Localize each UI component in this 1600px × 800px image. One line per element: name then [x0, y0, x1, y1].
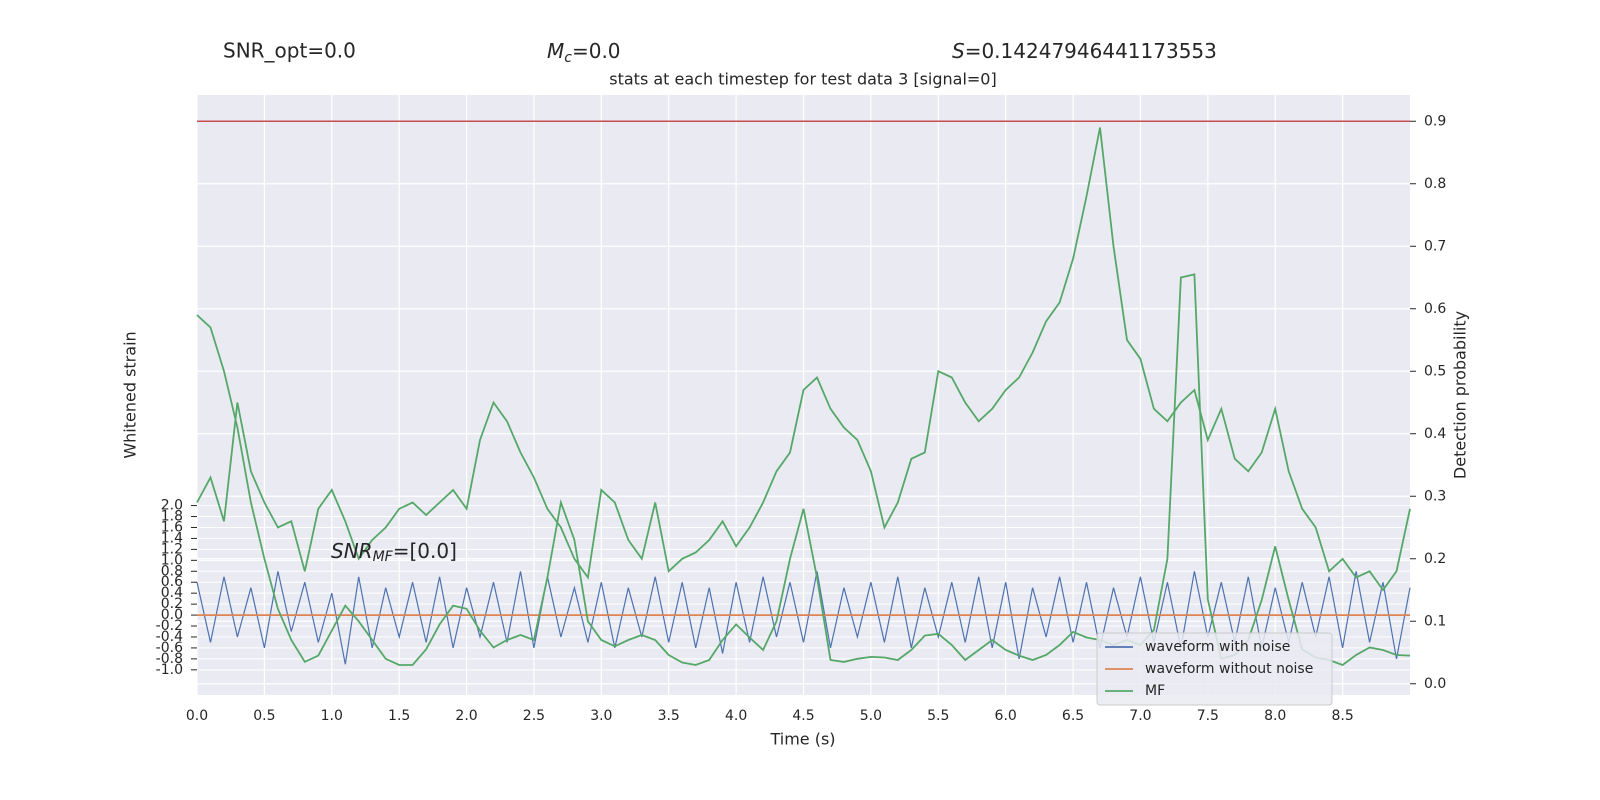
annotation-sub: MF — [373, 549, 394, 565]
y-tick-label: 1.8 — [161, 509, 183, 525]
series-line — [196, 273, 1411, 667]
annotation-text: =0.14247946441173553 — [965, 39, 1217, 63]
y-tick-label: 1.0 — [161, 552, 183, 568]
y-tick-label: 0.2 — [161, 596, 183, 612]
y-tick-label: 1.6 — [161, 519, 183, 535]
y2-tick-label: 0.8 — [1424, 176, 1446, 192]
annotation-symbol: S — [952, 39, 965, 63]
y-tick-label: -0.4 — [156, 629, 183, 645]
x-tick-label: 6.5 — [1062, 708, 1084, 724]
x-tick-label: 3.5 — [658, 708, 680, 724]
legend-box — [1096, 632, 1333, 706]
x-tick-label: 4.0 — [725, 708, 747, 724]
annotation-text: =0.0 — [572, 39, 621, 63]
legend: waveform with noise waveform without nois… — [1096, 632, 1333, 706]
y2-axis-label: Detection probability — [1451, 311, 1470, 479]
x-tick-label: 2.0 — [455, 708, 477, 724]
y2-tick-label: 0.9 — [1424, 113, 1446, 129]
y2-tick-label: 0.2 — [1424, 551, 1446, 567]
y-tick-label: -0.8 — [156, 651, 183, 667]
x-tick-label: 1.5 — [388, 708, 410, 724]
y-tick-label: 1.2 — [161, 541, 183, 557]
y-tick-label: -0.6 — [156, 640, 183, 656]
annotation-text: =[0.0] — [393, 539, 457, 563]
y-tick-label: -0.2 — [156, 618, 183, 634]
x-tick-label: 5.5 — [927, 708, 949, 724]
legend-label: waveform with noise — [1145, 639, 1290, 655]
annotation: SNR_opt=0.0 — [223, 39, 356, 63]
annotation: Mc=0.0 — [547, 39, 621, 67]
x-tick-label: 2.5 — [523, 708, 545, 724]
annotation-sub: c — [564, 50, 572, 66]
x-tick-label: 0.5 — [253, 708, 275, 724]
annotation: S=0.14247946441173553 — [952, 39, 1217, 63]
y2-tick-label: 0.1 — [1424, 613, 1446, 629]
x-tick-label: 1.0 — [321, 708, 343, 724]
y-tick-label: 2.0 — [161, 498, 183, 514]
series-line — [196, 127, 1411, 592]
y2-tick-label: 0.3 — [1424, 488, 1446, 504]
y-axis-label: Whitened strain — [121, 331, 140, 458]
x-tick-label: 6.0 — [995, 708, 1017, 724]
y-tick-label: 0.4 — [161, 585, 183, 601]
x-tick-label: 3.0 — [590, 708, 612, 724]
annotation-symbol: SNR — [331, 539, 373, 563]
x-tick-label: 4.5 — [792, 708, 814, 724]
x-tick-label: 8.5 — [1331, 708, 1353, 724]
annotation-symbol: M — [547, 39, 564, 63]
y-tick-label: -1.0 — [156, 662, 183, 678]
x-axis-label: Time (s) — [769, 730, 835, 749]
x-tick-label: 7.0 — [1129, 708, 1151, 724]
y-tick-label: 0.0 — [161, 607, 183, 623]
y-tick-label: 0.8 — [161, 563, 183, 579]
y-tick-label: 0.6 — [161, 574, 183, 590]
y2-tick-label: 0.7 — [1424, 238, 1446, 254]
chart-title: stats at each timestep for test data 3 [… — [609, 70, 996, 89]
legend-label: MF — [1145, 683, 1165, 699]
x-tick-label: 0.0 — [186, 708, 208, 724]
x-tick-label: 8.0 — [1264, 708, 1286, 724]
y2-tick-label: 0.5 — [1424, 363, 1446, 379]
x-tick-label: 5.0 — [860, 708, 882, 724]
x-tick-label: 7.5 — [1197, 708, 1219, 724]
legend-label: waveform without noise — [1145, 661, 1313, 677]
y2-tick-label: 0.0 — [1424, 676, 1446, 692]
y-tick-label: 1.4 — [161, 530, 183, 546]
y2-tick-label: 0.4 — [1424, 426, 1446, 442]
y2-tick-label: 0.6 — [1424, 301, 1446, 317]
annotation: SNRMF=[0.0] — [331, 539, 457, 566]
